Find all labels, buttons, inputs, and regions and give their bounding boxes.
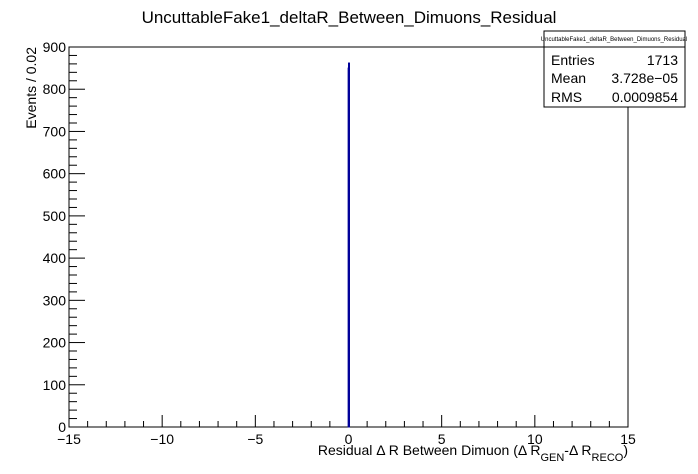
x-axis-title-suffix: ) <box>623 442 628 458</box>
y-tick-label: 400 <box>43 250 67 266</box>
x-tick-label: −15 <box>57 431 81 447</box>
stats-mean-label: Mean <box>551 70 586 86</box>
y-tick-label: 500 <box>43 208 67 224</box>
x-tick-label: −10 <box>150 431 174 447</box>
y-tick-label: 300 <box>43 292 67 308</box>
y-tick-label: 0 <box>58 419 66 435</box>
stats-box-title: UncuttableFake1_deltaR_Between_Dimuons_R… <box>541 37 687 43</box>
y-tick-label: 600 <box>43 166 67 182</box>
stats-rms-value: 0.0009854 <box>612 89 678 105</box>
stats-box: UncuttableFake1_deltaR_Between_Dimuons_R… <box>541 30 687 108</box>
x-tick-label: 15 <box>620 431 636 447</box>
stats-mean-value: 3.728e−05 <box>611 70 678 86</box>
y-tick-label: 200 <box>43 335 67 351</box>
x-axis-tick-labels: −15 −10 −5 0 5 10 15 <box>57 431 636 447</box>
x-axis-title: Residual Δ R Between Dimuon (Δ RGEN-Δ RR… <box>318 442 628 464</box>
y-tick-label: 100 <box>43 377 67 393</box>
histogram-bin <box>348 62 350 428</box>
chart-title: UncuttableFake1_deltaR_Between_Dimuons_R… <box>142 8 557 27</box>
x-tick-label: 5 <box>438 431 446 447</box>
y-axis-tick-labels: 0 100 200 300 400 500 600 700 800 900 <box>43 39 67 435</box>
x-axis-title-mid: -Δ R <box>564 442 591 458</box>
stats-entries-value: 1713 <box>647 52 678 68</box>
y-tick-label: 700 <box>43 123 67 139</box>
x-tick-label: 10 <box>527 431 543 447</box>
x-tick-label: 0 <box>345 431 353 447</box>
y-axis-ticks <box>69 46 85 428</box>
x-axis-title-sub-gen: GEN <box>540 452 564 464</box>
x-axis-ticks <box>68 415 629 427</box>
y-tick-label: 800 <box>43 81 67 97</box>
x-tick-label: −5 <box>247 431 263 447</box>
y-tick-label: 900 <box>43 39 67 55</box>
x-axis-title-prefix: Residual Δ R Between Dimuon (Δ R <box>318 442 541 458</box>
stats-rms-label: RMS <box>551 89 582 105</box>
histogram-bins <box>347 62 350 428</box>
x-axis-title-sub-reco: RECO <box>592 452 624 464</box>
stats-entries-label: Entries <box>551 52 595 68</box>
stats-box-frame <box>543 30 686 108</box>
y-axis-title: Events / 0.02 <box>23 47 39 129</box>
